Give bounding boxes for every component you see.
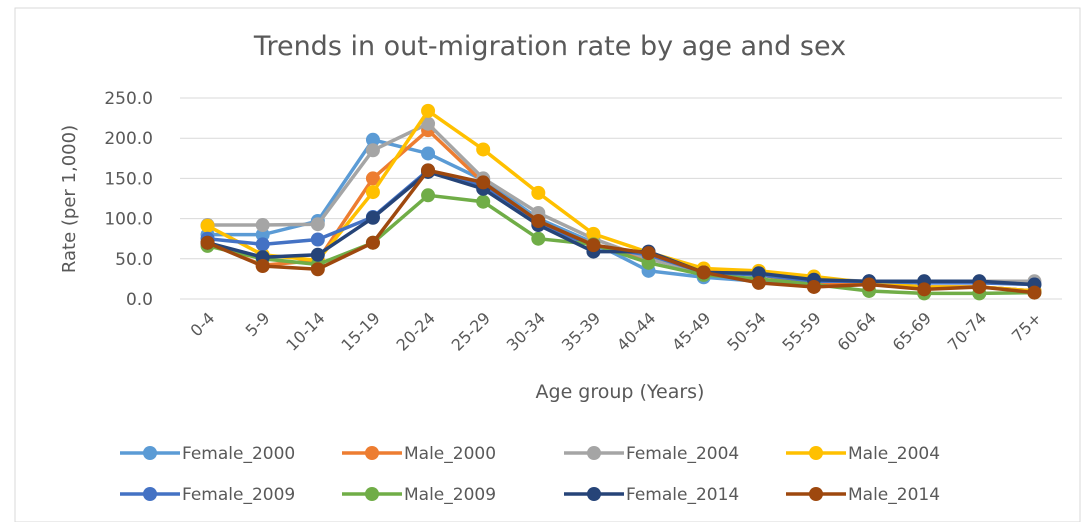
point [972,279,987,294]
point [531,231,546,246]
point [862,277,877,292]
point [806,279,821,294]
point [696,265,711,280]
legend-marker [809,487,823,501]
point [365,235,380,250]
legend-marker [143,487,157,501]
point [255,227,270,242]
legend-marker [143,446,157,460]
series-line [207,193,1035,296]
y-tick-label: 100.0 [104,210,153,230]
x-axis-label: Age group (Years) [536,381,705,403]
series-line [207,170,1035,287]
point [255,237,270,252]
point [476,142,491,157]
point [255,218,270,233]
point [365,185,380,200]
legend-label: Male_2004 [848,444,940,464]
point [531,185,546,200]
legend-marker [587,446,601,460]
legend-label: Male_2000 [404,444,496,464]
point [531,214,546,229]
legend-label: Female_2004 [626,444,739,464]
point [586,238,601,253]
legend-label: Female_2009 [182,485,295,505]
point [421,188,436,203]
point [365,143,380,158]
point [641,255,656,270]
point [751,266,766,281]
legend-label: Male_2009 [404,485,496,505]
y-axis-label: Rate (per 1,000) [59,125,80,273]
point [751,275,766,290]
point [917,282,932,297]
legend-label: Female_2000 [182,444,295,464]
point [586,226,601,241]
point [421,116,436,131]
point [365,132,380,147]
y-tick-label: 0.0 [126,290,153,310]
point [365,171,380,186]
chart-title: Trends in out-migration rate by age and … [253,31,846,62]
chart-frame [14,7,1081,523]
point [255,259,270,274]
legend-marker [365,487,379,501]
y-tick-label: 200.0 [104,129,153,149]
y-tick-label: 250.0 [104,89,153,109]
point [476,175,491,190]
point [1027,285,1042,300]
point [365,210,380,225]
point [200,235,215,250]
point [421,103,436,118]
legend-label: Male_2014 [848,485,940,505]
point [476,194,491,209]
point [310,247,325,262]
y-tick-label: 50.0 [115,250,153,270]
legend-marker [365,446,379,460]
point [310,232,325,247]
series-line [206,168,1035,295]
legend-marker [809,446,823,460]
legend-label: Female_2014 [626,485,739,505]
point [310,217,325,232]
series-line [206,108,1035,293]
point [641,246,656,261]
legend-marker [587,487,601,501]
point [421,146,436,161]
y-tick-label: 150.0 [104,169,153,189]
point [310,262,325,277]
point [200,218,215,233]
point [421,163,436,178]
